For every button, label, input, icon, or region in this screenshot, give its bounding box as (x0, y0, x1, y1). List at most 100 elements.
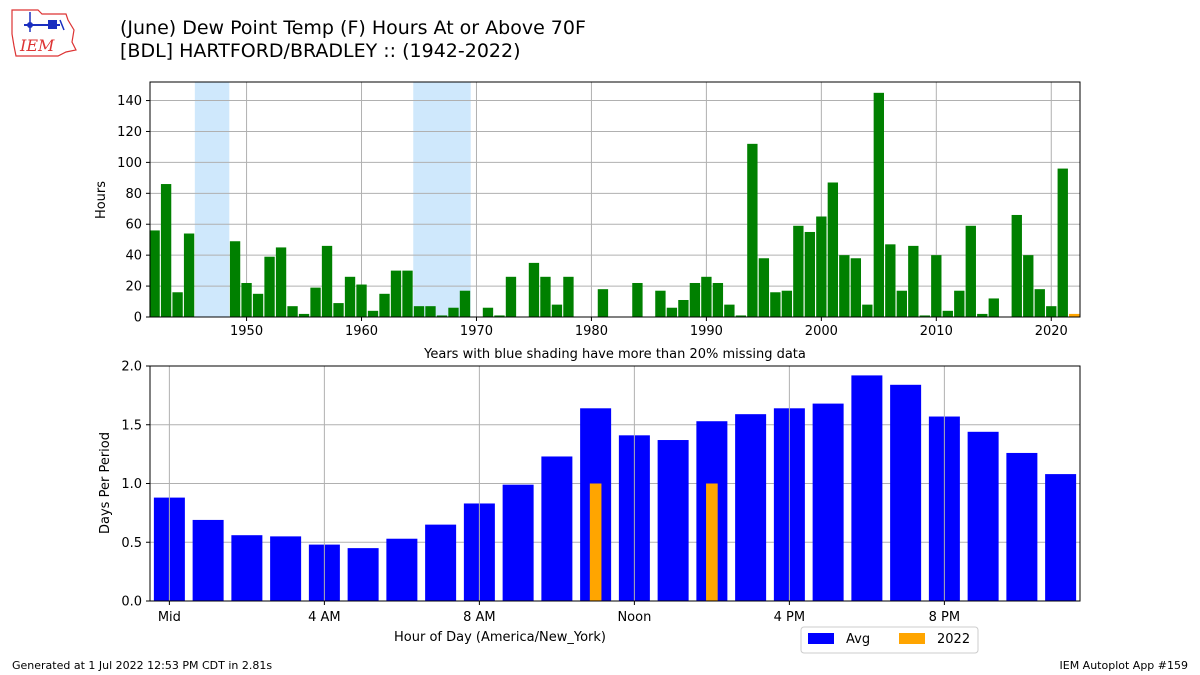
x-tick-label: 1970 (460, 324, 493, 339)
bar-year-1954 (287, 306, 298, 317)
bar-year-1955 (298, 313, 310, 317)
bar-year-1969 (459, 290, 471, 317)
bar-year-2011 (942, 310, 953, 317)
bar-year-1986 (655, 290, 666, 317)
bar-avg-hour-5 (347, 548, 379, 601)
bar-avg-hour-7 (425, 524, 457, 601)
y-tick-label: 40 (125, 249, 142, 264)
x-tick-label: 2010 (920, 324, 953, 339)
bar-year-1977 (551, 304, 563, 317)
bar-year-2021 (1057, 168, 1068, 317)
bar-year-1975 (528, 262, 540, 317)
bar-year-2008 (908, 245, 919, 317)
bar-year-1958 (333, 303, 344, 317)
bar-avg-hour-9 (502, 484, 534, 601)
bar-avg-hour-22 (1006, 452, 1038, 601)
bar-year-2004 (862, 304, 873, 317)
bar-year-1957 (321, 245, 333, 317)
y-tick-label: 120 (117, 125, 142, 140)
bar-year-1944 (172, 292, 183, 317)
y-tick-label: 20 (125, 280, 142, 295)
y-tick-label: 0.5 (121, 536, 142, 551)
x-tick-label: 2000 (805, 324, 838, 339)
bar-year-2006 (885, 244, 896, 317)
bar-avg-hour-2 (231, 535, 263, 601)
bar-year-2007 (896, 290, 907, 317)
bar-year-1960 (356, 284, 367, 317)
bar-year-1949 (229, 241, 241, 317)
bar-year-1995 (758, 258, 770, 317)
bar-year-2012 (954, 290, 965, 317)
bar-year-1972 (494, 315, 505, 317)
bar-avg-hour-17 (812, 403, 844, 601)
bar-year-1991 (712, 282, 724, 317)
bar-year-1993 (735, 315, 747, 317)
y-tick-label: 2.0 (121, 360, 142, 375)
chart-title-line1: (June) Dew Point Temp (F) Hours At or Ab… (120, 17, 586, 39)
app-credit: IEM Autoplot App #159 (1059, 659, 1189, 672)
bar-year-1952 (264, 256, 275, 317)
bar-year-2002 (839, 255, 850, 317)
bar-year-2014 (977, 313, 988, 317)
x-tick-label: 4 PM (774, 610, 805, 625)
bar-year-1956 (310, 287, 321, 317)
bar-year-1997 (781, 290, 793, 317)
bar-avg-hour-23 (1045, 474, 1077, 601)
bar-year-1950 (241, 282, 252, 317)
bar-avg-hour-1 (192, 519, 224, 601)
bar-year-1959 (344, 276, 356, 317)
bar-year-2010 (931, 255, 942, 317)
top-plot-frame (149, 81, 1081, 318)
bar-year-1973 (505, 276, 517, 317)
x-tick-label: Mid (158, 610, 181, 625)
bar-year-2013 (965, 225, 976, 317)
bar-year-2019 (1034, 289, 1045, 317)
bar-year-1966 (425, 306, 436, 317)
bar-year-1996 (770, 292, 781, 317)
bar-year-1981 (597, 289, 609, 317)
bar-avg-hour-6 (386, 538, 418, 601)
bar-year-2001 (827, 182, 839, 317)
bar-year-1943 (160, 184, 172, 317)
bar-year-1989 (689, 282, 701, 317)
legend-swatch-avg (808, 633, 834, 644)
y-axis-label: Hours (94, 181, 109, 219)
bar-year-1953 (275, 247, 287, 317)
generated-timestamp: Generated at 1 Jul 2022 12:53 PM CDT in … (12, 659, 273, 672)
bar-avg-hour-18 (851, 375, 883, 601)
bar-avg-hour-3 (270, 536, 302, 601)
x-axis-label: Hour of Day (America/New_York) (394, 630, 606, 645)
x-tick-label: 8 PM (929, 610, 960, 625)
x-tick-label: 4 AM (308, 610, 341, 625)
bar-year-1971 (482, 307, 494, 317)
bar-year-1951 (252, 293, 264, 317)
legend-label-2022: 2022 (937, 632, 970, 647)
bar-avg-hour-15 (735, 414, 767, 601)
bar-avg-hour-21 (967, 431, 999, 601)
chart-title-line2: [BDL] HARTFORD/BRADLEY :: (1942-2022) (120, 40, 521, 62)
bar-year-1968 (448, 307, 459, 317)
bar-year-2015 (988, 298, 999, 317)
bar-year-1984 (632, 282, 643, 317)
bar-year-1976 (540, 276, 551, 317)
bar-year-2000 (816, 216, 827, 317)
x-tick-label: 2020 (1035, 324, 1068, 339)
legend-swatch-2022 (899, 633, 925, 644)
bar-year-1965 (413, 306, 425, 317)
bar-year-1962 (379, 293, 390, 317)
bar-year-1945 (183, 233, 195, 317)
bar-year-1999 (804, 231, 816, 317)
bar-avg-hour-13 (657, 440, 689, 601)
bar-year-2005 (873, 92, 884, 318)
svg-text:IEM: IEM (19, 36, 55, 55)
y-tick-label: 80 (125, 187, 142, 202)
legend-box (800, 626, 979, 654)
y-tick-label: 1.0 (121, 477, 142, 492)
bar-year-1988 (678, 299, 689, 317)
y-tick-label: 0.0 (121, 595, 142, 610)
x-axis-label: Years with blue shading have more than 2… (423, 347, 806, 362)
bar-year-1961 (367, 310, 379, 317)
x-tick-label: 8 AM (463, 610, 496, 625)
bar-year-2009 (919, 315, 930, 317)
